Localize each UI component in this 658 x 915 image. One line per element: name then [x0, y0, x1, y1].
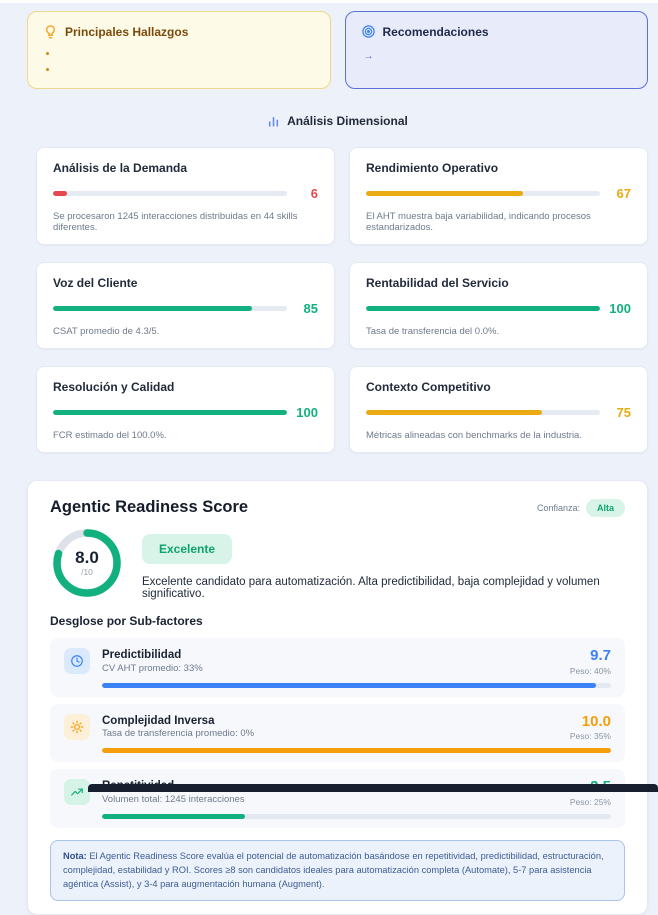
subfactor-weight: Peso: 35%: [569, 731, 611, 742]
bullet-icon: [46, 68, 49, 71]
progress-track: [53, 410, 287, 415]
score-gauge: 8.0 /10: [50, 526, 124, 600]
progress-track: [53, 191, 287, 196]
agentic-readiness-card: Agentic Readiness Score Confianza: Alta …: [27, 480, 648, 915]
recommendations-card: Recomendaciones →: [344, 11, 648, 89]
dimension-card-contexto: Contexto Competitivo 75 Métricas alinead…: [349, 366, 648, 453]
progress-fill: [53, 306, 252, 311]
subfactor-detail: Volumen total: 1245 interacciones: [102, 793, 245, 805]
dimension-title: Rendimiento Operativo: [366, 161, 499, 175]
dimension-description: Se procesaron 1245 interacciones distrib…: [53, 211, 298, 233]
progress-fill: [102, 813, 245, 819]
dimension-title: Resolución y Calidad: [53, 380, 175, 394]
gauge-denominator: /10: [81, 566, 93, 577]
report-page: Principales Hallazgos Recomendaciones: [0, 3, 658, 915]
target-icon: [361, 24, 376, 39]
dimension-title: Voz del Cliente: [53, 276, 138, 290]
bar-chart-icon: [267, 115, 280, 128]
dimension-description: CSAT promedio de 4.3/5.: [53, 326, 160, 337]
progress-fill: [53, 191, 68, 196]
recommendations-title: Recomendaciones: [382, 24, 489, 39]
dimension-score: 67: [616, 186, 631, 201]
finding-item: [43, 68, 315, 71]
findings-card: Principales Hallazgos: [27, 11, 331, 89]
subfactor-name: Complejidad Inversa: [102, 714, 215, 727]
dimension-score: 100: [296, 405, 318, 420]
subfactor-complejidad: Complejidad Inversa Tasa de transferenci…: [50, 703, 625, 763]
finding-item: [43, 52, 315, 55]
dimension-description: Métricas alineadas con benchmarks de la …: [366, 430, 582, 441]
dimension-card-voz-cliente: Voz del Cliente 85 CSAT promedio de 4.3/…: [36, 262, 335, 349]
dimension-description: FCR estimado del 100.0%.: [53, 430, 167, 441]
bottom-dark-bar: [88, 784, 658, 792]
subfactor-repetitividad: Repetitividad Volumen total: 1245 intera…: [50, 769, 625, 828]
trending-up-icon: [64, 779, 90, 806]
gauge-score: 8.0: [75, 547, 99, 567]
dimension-score: 100: [609, 301, 631, 316]
subfactor-detail: Tasa de transferencia promedio: 0%: [102, 728, 255, 740]
dimension-card-resolucion: Resolución y Calidad 100 FCR estimado de…: [36, 366, 335, 453]
dimension-title: Contexto Competitivo: [366, 380, 491, 394]
gear-icon: [64, 713, 90, 740]
progress-track: [102, 748, 611, 754]
agentic-title: Agentic Readiness Score: [50, 498, 249, 516]
subfactor-weight: Peso: 25%: [569, 796, 611, 807]
dimension-description: El AHT muestra baja variabilidad, indica…: [366, 211, 591, 233]
progress-track: [366, 191, 600, 196]
subfactor-score: 9.7: [590, 647, 611, 664]
progress-fill: [102, 682, 596, 688]
progress-fill: [53, 410, 287, 415]
subfactor-weight: Peso: 40%: [569, 665, 611, 676]
dimension-description: Tasa de transferencia del 0.0%.: [366, 326, 500, 337]
bullet-icon: [46, 52, 49, 55]
subfactor-name: Predictibilidad: [102, 649, 182, 662]
subfactor-detail: CV AHT promedio: 33%: [102, 662, 203, 674]
confidence-badge: Alta: [585, 498, 625, 517]
note-label: Nota:: [63, 850, 87, 861]
progress-track: [366, 410, 600, 415]
section-header: Análisis Dimensional: [27, 114, 648, 128]
dimensions-grid: Análisis de la Demanda 6 Se procesaron 1…: [27, 147, 648, 453]
progress-fill: [366, 306, 600, 311]
confidence: Confianza: Alta: [536, 498, 625, 517]
subfactors-title: Desglose por Sub-factores: [50, 614, 203, 628]
dimension-card-rentabilidad: Rentabilidad del Servicio 100 Tasa de tr…: [349, 262, 648, 349]
top-edge: [0, 0, 658, 3]
confidence-label: Confianza:: [536, 502, 580, 513]
subfactor-score: 10.0: [581, 712, 611, 730]
dimension-card-rendimiento: Rendimiento Operativo 67 El AHT muestra …: [349, 147, 648, 245]
lightbulb-icon: [43, 24, 58, 39]
progress-fill: [366, 410, 542, 415]
gauge-arc: [53, 529, 121, 597]
clock-icon: [64, 648, 90, 675]
dimension-score: 85: [303, 301, 318, 316]
progress-fill: [102, 748, 611, 754]
progress-track: [366, 306, 600, 311]
progress-track: [53, 306, 287, 311]
note-text: El Agentic Readiness Score evalúa el pot…: [63, 850, 604, 890]
section-title: Análisis Dimensional: [287, 114, 408, 128]
progress-track: [102, 813, 611, 819]
summary-row: Principales Hallazgos Recomendaciones: [27, 11, 648, 89]
progress-track: [102, 682, 611, 688]
recommendation-item: →: [363, 51, 374, 62]
dimension-score: 6: [310, 186, 318, 201]
dimension-title: Análisis de la Demanda: [53, 161, 188, 175]
dimension-title: Rentabilidad del Servicio: [366, 276, 509, 290]
agentic-description: Excelente candidato para automatización.…: [142, 576, 600, 600]
findings-title: Principales Hallazgos: [65, 24, 189, 39]
rating-badge: Excelente: [142, 534, 233, 564]
note-box: Nota: El Agentic Readiness Score evalúa …: [50, 839, 625, 901]
progress-fill: [366, 191, 523, 196]
dimension-score: 75: [616, 405, 631, 420]
subfactor-predictibilidad: Predictibilidad CV AHT promedio: 33% 9.7…: [50, 638, 625, 697]
dimension-card-demanda: Análisis de la Demanda 6 Se procesaron 1…: [36, 147, 335, 245]
